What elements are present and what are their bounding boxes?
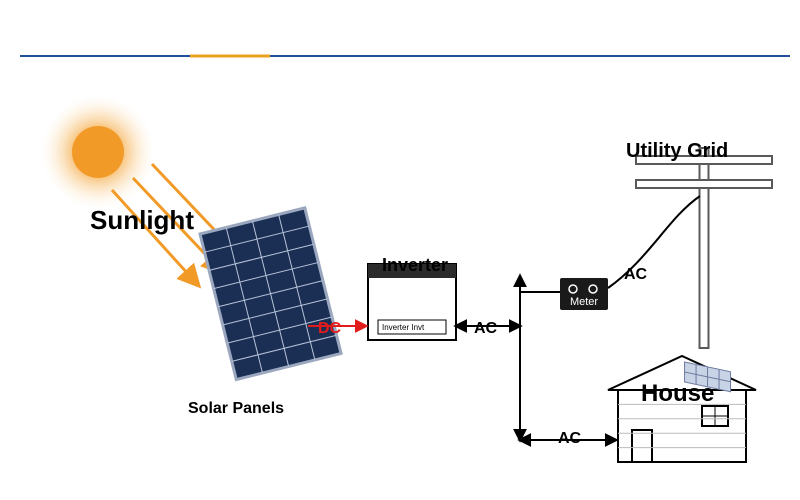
house-icon: [608, 356, 756, 462]
label-ac-mid: AC: [474, 320, 497, 338]
svg-text:Meter: Meter: [570, 296, 598, 308]
meter-icon: Meter: [560, 278, 608, 310]
label-dc: DC: [318, 320, 341, 338]
solar-flow-diagram: Inverter Invt Meter: [0, 0, 800, 500]
label-ac-top: AC: [624, 266, 647, 284]
sun-icon: [41, 95, 155, 209]
svg-text:Inverter Invt: Inverter Invt: [382, 323, 425, 332]
label-ac-bottom: AC: [558, 430, 581, 448]
label-house: House: [641, 380, 714, 408]
label-solar-panels: Solar Panels: [188, 400, 284, 418]
label-inverter: Inverter: [382, 255, 448, 276]
label-sunlight: Sunlight: [90, 205, 194, 236]
utility-pole-icon: [636, 148, 772, 348]
solar-panel-icon: [200, 208, 341, 380]
label-utility-grid: Utility Grid: [626, 140, 728, 163]
